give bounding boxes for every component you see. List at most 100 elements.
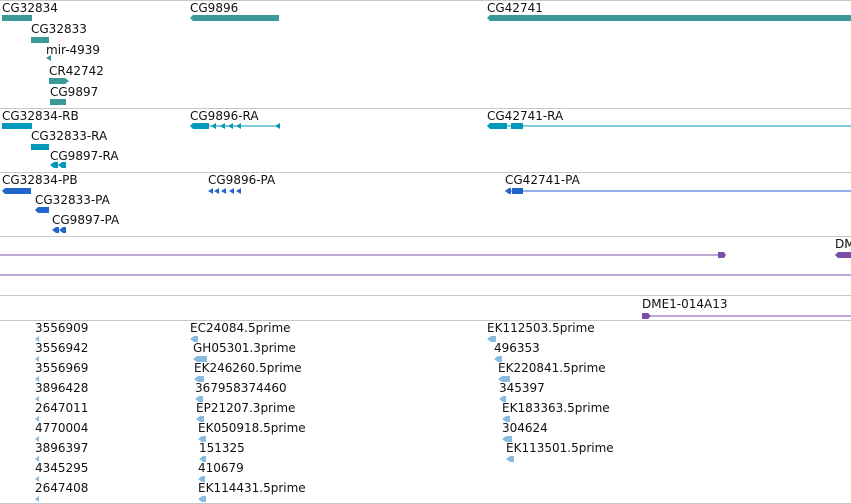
est-glyph[interactable] [193, 356, 207, 362]
gene-label: CG9896 [190, 1, 239, 15]
transcript-CG32833-RA-glyph[interactable] [31, 144, 49, 150]
est-glyph[interactable] [494, 356, 502, 362]
est-glyph[interactable] [35, 356, 39, 362]
est-glyph[interactable] [194, 376, 204, 382]
gene-glyphs [2, 15, 851, 105]
protein-label: CG32834-PB [2, 173, 78, 187]
est-glyph[interactable] [35, 376, 39, 382]
est-label: EK113501.5prime [506, 441, 614, 455]
est-label: 304624 [502, 421, 548, 435]
track-separator [0, 0, 851, 1]
gene-mir-4939-glyph[interactable] [46, 55, 51, 61]
est-glyph[interactable] [198, 496, 206, 502]
est-glyph[interactable] [35, 336, 39, 342]
gene-label: CR42742 [49, 64, 104, 78]
transcript-CG9897-RA-glyph[interactable] [50, 162, 66, 168]
gene-CR42742-glyph[interactable] [49, 78, 69, 84]
est-glyph[interactable] [502, 416, 510, 422]
est-glyph[interactable] [35, 476, 39, 482]
protein-CG9897-PA-glyph[interactable] [52, 227, 66, 233]
est-label: EP21207.3prime [196, 401, 296, 415]
est-glyph[interactable] [198, 436, 206, 442]
est-glyph[interactable] [196, 416, 204, 422]
gene-label: mir-4939 [46, 43, 101, 57]
protein-glyphs [2, 188, 851, 233]
est-label: 151325 [199, 441, 245, 455]
est-label: 3556909 [35, 321, 89, 335]
est-label: 496353 [494, 341, 540, 355]
gene-label: CG42741 [487, 1, 543, 15]
protein-CG32834-PB-glyph[interactable] [2, 188, 31, 194]
est-label: EK050918.5prime [198, 421, 306, 435]
protein-CG42741-PA-glyph[interactable] [505, 188, 851, 194]
protein-CG32833-PA-glyph[interactable] [35, 207, 49, 213]
gene-label: CG32834 [2, 1, 58, 15]
est-label: 3556942 [35, 341, 89, 355]
est-label: EK112503.5prime [487, 321, 595, 335]
clone-glyphs [0, 252, 851, 319]
protein-label: CG9897-PA [52, 213, 120, 227]
track-separator [0, 320, 851, 321]
transcript-CG9896-RA-glyph[interactable] [190, 123, 280, 129]
est-label: 2647408 [35, 481, 89, 495]
est-label: EK220841.5prime [498, 361, 606, 375]
est-glyph[interactable] [35, 456, 39, 462]
est-label: 2647011 [35, 401, 89, 415]
protein-track: CG32834-PB CG32833-PA CG9897-PA CG9896-P… [0, 172, 851, 236]
est-glyph[interactable] [198, 476, 205, 482]
est-glyph[interactable] [190, 336, 198, 342]
est-glyph[interactable] [35, 416, 39, 422]
clone-DME1-014A13-glyph[interactable] [642, 313, 851, 319]
est-track: 3556909 3556942 3556969 3896428 2647011 … [0, 320, 851, 503]
est-glyph[interactable] [498, 376, 510, 382]
protein-label: CG9896-PA [208, 173, 276, 187]
protein-label: CG32833-PA [35, 193, 110, 207]
clone-feature-glyph[interactable] [0, 252, 726, 258]
transcript-label: CG42741-RA [487, 109, 564, 123]
est-glyph[interactable] [502, 436, 512, 442]
est-glyph[interactable] [499, 396, 506, 402]
clone-track: DM DME1-014A13 [0, 236, 851, 320]
transcript-glyphs [2, 123, 851, 168]
est-label: GH05301.3prime [193, 341, 296, 355]
gene-CG32834-glyph[interactable] [2, 15, 32, 21]
transcript-CG42741-RA-glyph[interactable] [487, 123, 851, 129]
gene-CG9896-glyph[interactable] [190, 15, 279, 21]
transcript-label: CG32833-RA [31, 129, 108, 143]
est-label: EC24084.5prime [190, 321, 291, 335]
transcript-CG32834-RB-glyph[interactable] [2, 123, 32, 129]
est-label: 3896397 [35, 441, 89, 455]
gene-CG32833-glyph[interactable] [31, 37, 49, 43]
track-separator [0, 295, 851, 296]
est-glyph[interactable] [506, 456, 514, 462]
gene-CG9897-glyph[interactable] [50, 99, 66, 105]
track-separator [0, 108, 851, 109]
transcript-label: CG9896-RA [190, 109, 259, 123]
est-label: 410679 [198, 461, 244, 475]
est-label: 345397 [499, 381, 545, 395]
gene-label: CG32833 [31, 22, 87, 36]
clone-label: DME1-014A13 [642, 297, 728, 311]
est-label: EK246260.5prime [194, 361, 302, 375]
est-glyph[interactable] [195, 396, 203, 402]
est-glyph[interactable] [487, 336, 496, 342]
protein-label: CG42741-PA [505, 173, 580, 187]
est-label: 3896428 [35, 381, 89, 395]
est-label: 3556969 [35, 361, 89, 375]
gene-track: CG32834 CG32833 mir-4939 CR42742 CG9897 … [0, 0, 851, 108]
est-glyph[interactable] [35, 436, 39, 442]
est-glyph[interactable] [35, 396, 39, 402]
gene-CG42741-glyph[interactable] [487, 15, 851, 21]
est-label: EK114431.5prime [198, 481, 306, 495]
protein-CG9896-PA-glyph[interactable] [208, 188, 241, 194]
est-glyphs [35, 336, 514, 502]
track-separator [0, 172, 851, 173]
est-label: 4345295 [35, 461, 89, 475]
est-label: 4770004 [35, 421, 89, 435]
est-label: 367958374460 [195, 381, 287, 395]
clone-DM-glyph[interactable] [835, 252, 851, 258]
transcript-label: CG9897-RA [50, 149, 119, 163]
clone-label: DM [835, 237, 851, 251]
est-glyph[interactable] [199, 456, 206, 462]
est-glyph[interactable] [35, 496, 39, 502]
